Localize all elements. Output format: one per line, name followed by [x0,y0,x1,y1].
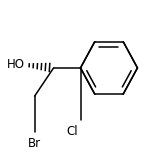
Text: HO: HO [7,58,25,71]
Text: Cl: Cl [67,125,78,138]
Text: Br: Br [28,137,41,151]
